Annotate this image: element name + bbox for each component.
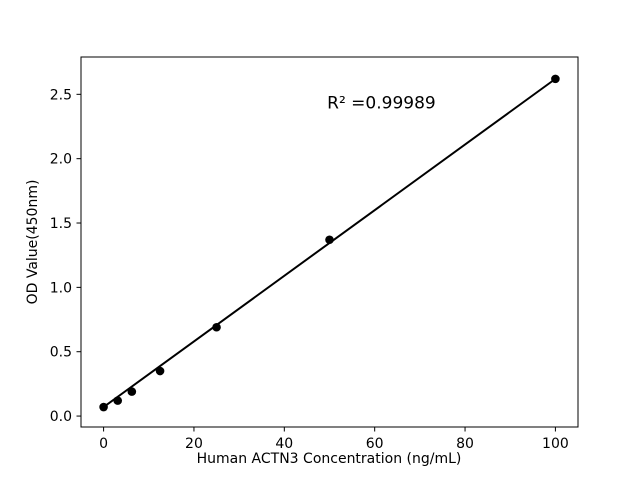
- data-point: [113, 396, 123, 405]
- y-tick-label: 0.5: [50, 345, 72, 361]
- x-tick-label: 60: [366, 436, 384, 452]
- data-point: [325, 235, 334, 245]
- data-point: [551, 74, 560, 84]
- x-tick-label: 20: [185, 436, 203, 452]
- y-tick-label: 2.0: [50, 152, 72, 168]
- data-points-layer: [99, 74, 560, 412]
- x-axis-label: Human ACTN3 Concentration (ng/mL): [197, 451, 462, 467]
- x-tick-label: 0: [99, 436, 108, 452]
- x-tick-label: 100: [542, 436, 569, 452]
- data-point: [212, 322, 221, 332]
- data-point: [155, 366, 165, 376]
- y-axis-ticks: 0.0 0.5 1.0 1.5 2.0 2.5: [50, 87, 81, 425]
- x-tick-label: 80: [456, 436, 474, 452]
- plot-border: [80, 56, 579, 428]
- x-tick-label: 40: [275, 436, 293, 452]
- r-squared-annotation: R² =0.99989: [327, 93, 436, 113]
- x-axis-ticks: 0 20 40 60 80 100: [99, 427, 569, 452]
- y-tick-label: 1.5: [50, 216, 72, 232]
- y-tick-label: 1.0: [50, 280, 72, 296]
- y-tick-label: 0.0: [50, 409, 72, 425]
- y-axis-label: OD Value(450nm): [25, 180, 41, 305]
- data-point: [127, 387, 137, 396]
- y-tick-label: 2.5: [50, 87, 72, 103]
- data-point: [99, 402, 108, 412]
